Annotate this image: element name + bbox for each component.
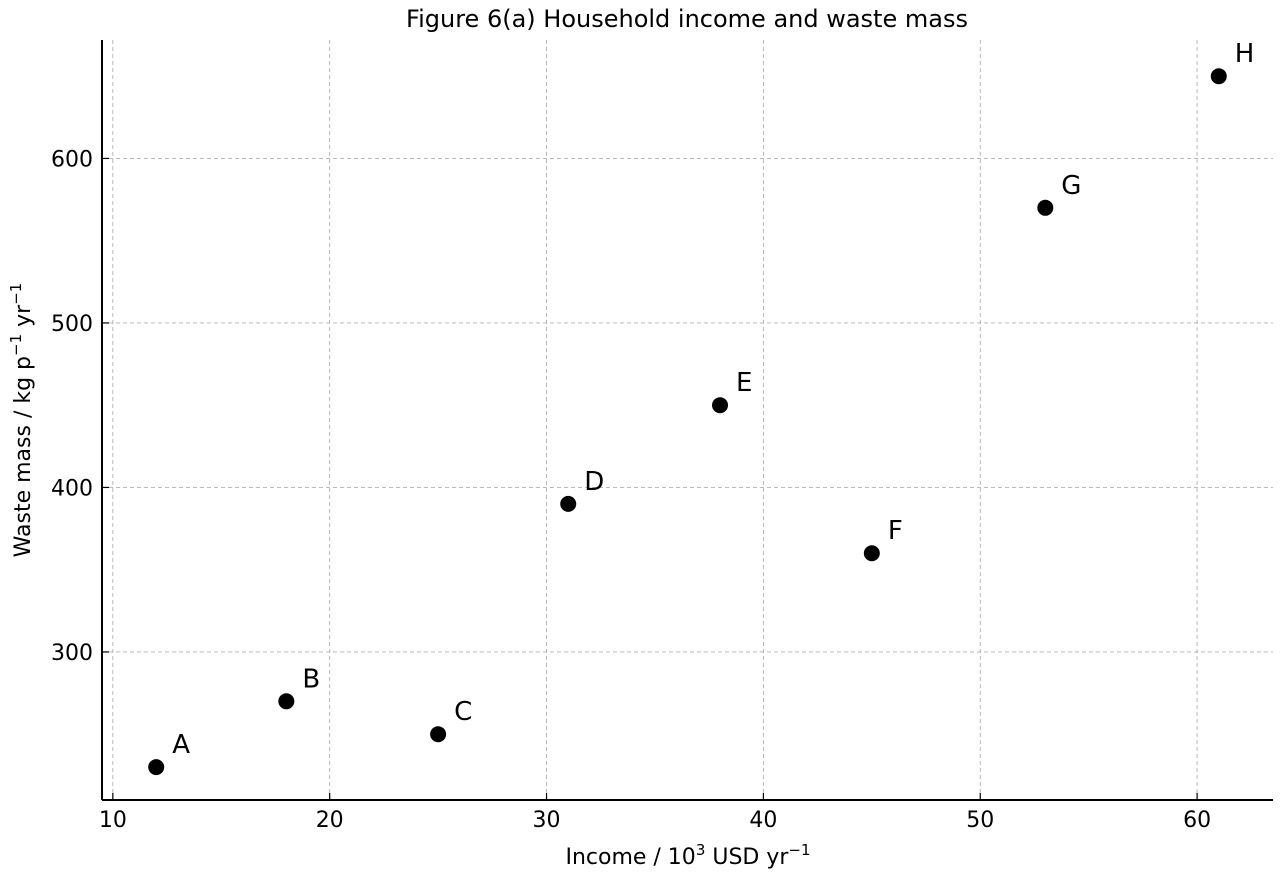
y-tick-label: 300 <box>51 641 93 666</box>
chart-title: Figure 6(a) Household income and waste m… <box>406 5 968 33</box>
point-label-a: A <box>172 730 190 760</box>
data-point-h <box>1210 68 1227 85</box>
x-tick-label: 40 <box>749 808 777 833</box>
data-point-d <box>560 495 577 512</box>
data-point-c <box>430 726 447 743</box>
data-point-g <box>1037 199 1054 216</box>
y-tick-label: 600 <box>51 147 93 172</box>
data-point-f <box>863 545 880 562</box>
y-tick-label: 500 <box>51 312 93 337</box>
point-label-h: H <box>1235 39 1255 69</box>
x-tick-label: 30 <box>533 808 561 833</box>
point-label-f: F <box>888 516 903 546</box>
y-axis-label: Waste mass / kg p−1 yr−1 <box>7 283 36 558</box>
point-label-d: D <box>584 467 604 497</box>
point-label-g: G <box>1061 171 1081 201</box>
point-label-c: C <box>454 697 472 727</box>
axis-ticks: 10 20 30 40 50 60 300 400 500 600 <box>51 147 1211 833</box>
data-point-e <box>712 397 729 414</box>
data-points: A B C D E F G H <box>148 39 1255 776</box>
data-point-b <box>278 693 295 710</box>
y-tick-label: 400 <box>51 476 93 501</box>
point-label-b: B <box>302 664 320 694</box>
point-label-e: E <box>736 368 752 398</box>
x-tick-label: 50 <box>966 808 994 833</box>
x-axis-label: Income / 103 USD yr−1 <box>565 841 810 870</box>
grid <box>102 40 1273 800</box>
x-tick-label: 60 <box>1183 808 1211 833</box>
data-point-a <box>148 759 165 776</box>
x-tick-label: 20 <box>316 808 344 833</box>
x-tick-label: 10 <box>99 808 127 833</box>
